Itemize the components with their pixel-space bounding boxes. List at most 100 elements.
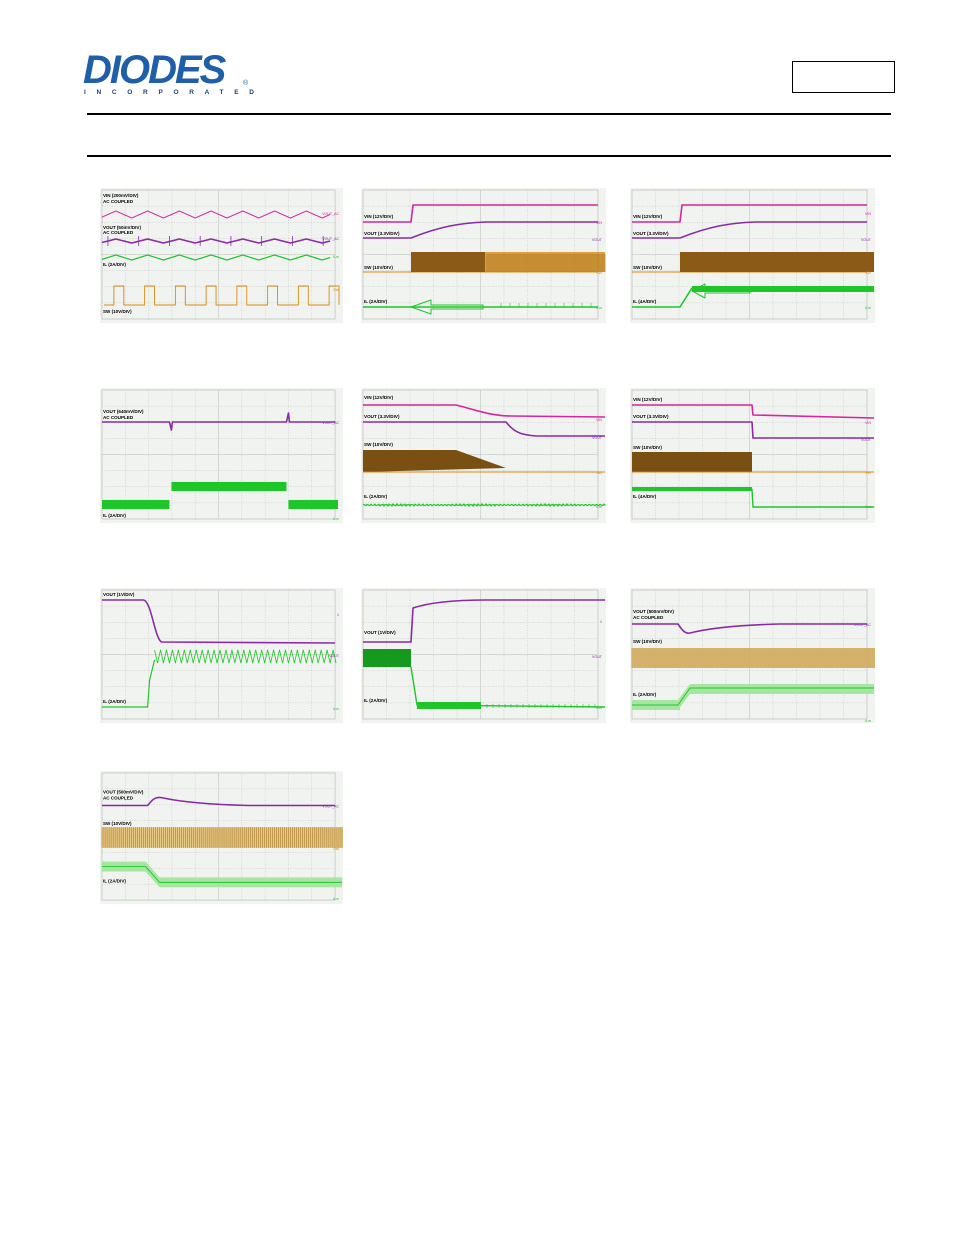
sw-switching-band bbox=[363, 450, 506, 472]
logo-registered-mark: ® bbox=[243, 80, 249, 87]
label-il: IL (4A/DIV) bbox=[633, 299, 657, 304]
scope-frame bbox=[101, 589, 336, 720]
il-trace bbox=[101, 866, 343, 883]
vout-spikes bbox=[107, 236, 324, 246]
label-sw: SW (10V/DIV) bbox=[103, 309, 132, 314]
sw-trace bbox=[103, 285, 340, 306]
label-il: IL (2A/DIV) bbox=[364, 494, 388, 499]
marker-vout: VOUT bbox=[861, 438, 872, 442]
sw-switching-band bbox=[411, 252, 485, 272]
label-ac-coupled: AC COUPLED bbox=[103, 199, 134, 204]
label-vout: VOUT (50mV/DIV) bbox=[103, 225, 141, 230]
marker-vin: VIN bbox=[865, 212, 871, 216]
label-il: IL (2A/DIV) bbox=[103, 513, 126, 518]
label-sw: SW (10V/DIV) bbox=[633, 445, 662, 450]
marker-vout: VOUT bbox=[861, 238, 872, 242]
vout-trace bbox=[632, 421, 874, 439]
sw-switching-lines bbox=[486, 254, 606, 272]
scope-capture-ripple: VIN (200mV/DIV) AC COUPLED VOUT (50mV/DIV)… bbox=[100, 188, 343, 323]
vout-trace bbox=[632, 623, 867, 634]
marker-sw: SW bbox=[333, 288, 339, 292]
label-ac-coupled: AC COUPLED bbox=[633, 615, 664, 620]
il-settled-band bbox=[417, 702, 481, 709]
vin-trace bbox=[101, 210, 331, 219]
marker-vout: 1 bbox=[337, 613, 339, 617]
vout-trace bbox=[101, 599, 336, 644]
scope-frame bbox=[101, 389, 336, 520]
marker-vout: 1 bbox=[600, 620, 602, 624]
sw-switching-lines bbox=[101, 827, 343, 848]
marker-vout: VOUT bbox=[592, 436, 603, 440]
vout-trace bbox=[363, 421, 605, 437]
logo-subtext: INCORPORATED bbox=[84, 89, 265, 96]
vin-trace bbox=[632, 204, 867, 223]
il-low-band-1 bbox=[101, 500, 170, 509]
il-hiccup-ripple bbox=[154, 649, 337, 664]
il-high-band bbox=[171, 482, 287, 491]
vout-trace bbox=[363, 221, 598, 239]
label-vout: VOUT (3.3V/DIV) bbox=[633, 414, 669, 419]
il-trace bbox=[101, 254, 331, 261]
vout-trace bbox=[101, 796, 336, 807]
marker-vin: VIN bbox=[596, 221, 602, 225]
scope-grid bbox=[101, 589, 336, 720]
label-il: IL (2A/DIV) bbox=[364, 299, 388, 304]
scope-capture-load-step-down: VOUT (500mV/DIV) AC COUPLED SW (10V/DIV) IL… bbox=[100, 771, 343, 904]
il-trace bbox=[362, 503, 606, 507]
marker-il: ILm bbox=[865, 306, 871, 310]
vout-trace bbox=[363, 599, 605, 643]
scope-capture-short-circuit-entry: VOUT (1V/DIV) IL (2A/DIV) 1 VOUT ILm bbox=[100, 588, 343, 723]
label-vin: VIN (12V/DIV) bbox=[364, 214, 394, 219]
marker-il: ILm bbox=[333, 707, 339, 711]
sw-switching-band bbox=[680, 252, 874, 272]
scope-capture-shutdown-heavy: VIN (12V/DIV) VOUT (3.3V/DIV) SW (10V/DIV)… bbox=[630, 388, 875, 523]
sw-switching-band bbox=[632, 648, 875, 668]
marker-vout: VOUT_AC bbox=[322, 804, 339, 808]
scope-plot: VIN (12V/DIV) VOUT (3.3V/DIV) SW (10V/DIV)… bbox=[631, 189, 874, 320]
marker-vin: VIN bbox=[865, 421, 871, 425]
label-vout: VOUT (3.3V/DIV) bbox=[633, 231, 669, 236]
scope-capture-startup-heavy: VIN (12V/DIV) VOUT (3.3V/DIV) SW (10V/DIV)… bbox=[630, 188, 875, 323]
marker-vout-2: VOUT bbox=[592, 655, 603, 659]
vout-trace bbox=[101, 412, 336, 431]
marker-sw: SW bbox=[596, 271, 602, 275]
label-il: IL (2A/DIV) bbox=[103, 262, 126, 267]
scope-plot: VOUT (500mV/DIV)AC COUPLED SW (10V/DIV) IL… bbox=[101, 772, 343, 901]
sw-switching-band bbox=[101, 827, 343, 848]
marker-il: ILm bbox=[333, 255, 339, 259]
marker-il: ILm bbox=[596, 505, 602, 509]
marker-vin: VOUT_AC bbox=[322, 212, 339, 216]
label-ac-coupled: AC COUPLED bbox=[103, 796, 134, 801]
label-sw: SW (10V/DIV) bbox=[633, 265, 662, 270]
il-trace bbox=[101, 659, 156, 708]
scope-plot: VIN (12V/DIV) VOUT (3.3V/DIV) SW (10V/DIV)… bbox=[362, 389, 606, 520]
label-il: IL (2A/DIV) bbox=[364, 698, 388, 703]
label-il: IL (2A/DIV) bbox=[103, 699, 126, 704]
il-spikes bbox=[500, 303, 592, 307]
marker-sw: SW bbox=[333, 847, 339, 851]
label-sw: SW (10V/DIV) bbox=[364, 442, 393, 447]
il-band bbox=[101, 861, 343, 888]
sw-switching-lines bbox=[631, 648, 875, 668]
marker-sw: SW bbox=[865, 271, 871, 275]
label-ac-coupled: AC COUPLED bbox=[103, 230, 134, 235]
label-vout: VOUT (3.3V/DIV) bbox=[364, 414, 400, 419]
label-il: IL (2A/DIV) bbox=[633, 692, 657, 697]
logo-wordmark: DIODES bbox=[83, 48, 226, 92]
vout-trace bbox=[632, 221, 867, 239]
marker-vout-2: VOUT bbox=[329, 654, 340, 658]
il-low-band-2 bbox=[288, 500, 339, 509]
scope-capture-startup: VIN (12V/DIV) VOUT (3.3V/DIV) SW (10V/DIV)… bbox=[361, 188, 606, 323]
scope-plot: VIN (12V/DIV) VOUT (3.3V/DIV) SW (10V/DIV)… bbox=[631, 389, 875, 520]
marker-vin: VIN bbox=[596, 418, 602, 422]
scope-plot: VOUT (1V/DIV) IL (2A/DIV) 1 VOUT ILm bbox=[362, 589, 606, 720]
marker-vout: VOUT_AC bbox=[322, 421, 339, 425]
marker-il: ILm bbox=[596, 706, 602, 710]
header-rule-bottom bbox=[87, 155, 891, 157]
label-vout: VOUT (1V/DIV) bbox=[364, 630, 396, 635]
il-arrow bbox=[410, 299, 484, 315]
scope-grid bbox=[101, 189, 336, 320]
vout-trace bbox=[101, 238, 331, 244]
marker-vout: VOUT_AC bbox=[854, 623, 871, 627]
scope-capture-load-transient: VOUT (640mV/DIV) AC COUPLED IL (2A/DIV) VOU… bbox=[100, 388, 343, 523]
